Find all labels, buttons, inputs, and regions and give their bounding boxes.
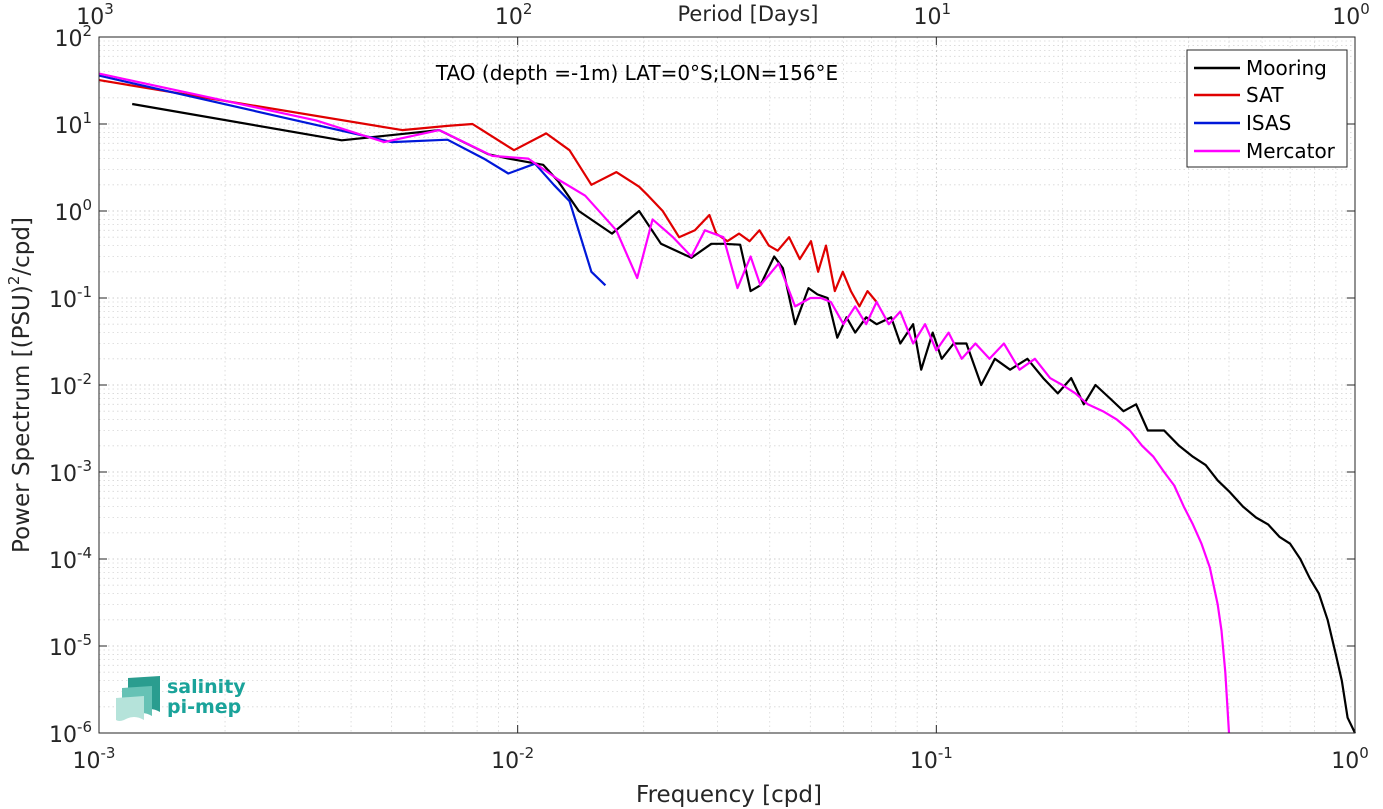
y-tick-label-base: 10 bbox=[49, 549, 77, 574]
y-tick-label-exp: -5 bbox=[77, 631, 92, 649]
y-axis-label-main: Power Spectrum [(PSU) bbox=[9, 285, 35, 553]
series-line-mooring bbox=[132, 102, 1356, 734]
y-tick-label: 10-3 bbox=[49, 457, 92, 487]
y-tick-label-base: 10 bbox=[49, 462, 77, 487]
top-axis-label: Period [Days] bbox=[678, 2, 819, 26]
x-tick-label-base: 10 bbox=[910, 749, 938, 774]
x-tick-label-base: 10 bbox=[1331, 749, 1359, 774]
x-tick-label: 10-3 bbox=[73, 744, 116, 774]
top-tick-label-exp: 1 bbox=[942, 0, 952, 18]
y-tick-label-base: 10 bbox=[49, 636, 77, 661]
y-tick-label: 102 bbox=[54, 22, 92, 52]
x-axis-label: Frequency [cpd] bbox=[636, 782, 822, 808]
y-tick-label-exp: -4 bbox=[77, 544, 92, 562]
y-tick-label: 100 bbox=[54, 196, 92, 226]
x-tick-label-base: 10 bbox=[73, 749, 101, 774]
top-tick-label-exp: 2 bbox=[523, 0, 533, 18]
legend-label-isas: ISAS bbox=[1246, 111, 1291, 135]
y-tick-label-base: 10 bbox=[54, 114, 82, 139]
series-line-mercator bbox=[98, 72, 1231, 734]
x-tick-label-base: 10 bbox=[491, 749, 519, 774]
legend-label-mercator: Mercator bbox=[1246, 139, 1336, 163]
series-layer bbox=[98, 72, 1356, 734]
top-tick-label-base: 10 bbox=[495, 5, 523, 30]
y-axis-label-sup: 2 bbox=[5, 276, 23, 286]
y-tick-label-exp: -2 bbox=[77, 370, 92, 388]
legend-label-mooring: Mooring bbox=[1246, 56, 1327, 80]
y-axis-label-tail: /cpd] bbox=[9, 217, 35, 276]
top-tick-label-base: 10 bbox=[914, 5, 942, 30]
y-tick-label-base: 10 bbox=[49, 723, 77, 748]
legend-box bbox=[1186, 49, 1348, 168]
series-line-sat bbox=[98, 79, 878, 308]
logo-text-line2: pi-mep bbox=[167, 696, 241, 718]
top-tick-label: 102 bbox=[495, 0, 533, 30]
y-tick-label-base: 10 bbox=[49, 288, 77, 313]
top-tick-label-exp: 0 bbox=[1360, 0, 1370, 18]
plot-background bbox=[99, 37, 1355, 733]
y-tick-label-base: 10 bbox=[54, 27, 82, 52]
y-tick-label-base: 10 bbox=[49, 375, 77, 400]
y-tick-label: 101 bbox=[54, 109, 92, 139]
logo-text-line1: salinity bbox=[167, 676, 246, 698]
x-tick-label: 10-2 bbox=[491, 744, 534, 774]
y-tick-label: 10-5 bbox=[49, 631, 92, 661]
top-tick-label-exp: 3 bbox=[104, 0, 114, 18]
y-tick-label-exp: 1 bbox=[82, 109, 92, 127]
y-tick-label-exp: -1 bbox=[77, 283, 92, 301]
x-tick-label-exp: -2 bbox=[519, 744, 534, 762]
series-line-isas bbox=[98, 74, 607, 287]
top-tick-label: 100 bbox=[1332, 0, 1370, 30]
y-tick-label-exp: 0 bbox=[82, 196, 92, 214]
x-tick-label-exp: -1 bbox=[938, 744, 953, 762]
y-tick-label-exp: -3 bbox=[77, 457, 92, 475]
y-axis-label: Power Spectrum [(PSU)2/cpd] bbox=[5, 217, 35, 553]
legend: Mooring SAT ISAS Mercator bbox=[1186, 49, 1348, 168]
y-tick-label-exp: 2 bbox=[82, 22, 92, 40]
logo-wave-front bbox=[116, 696, 144, 721]
x-tick-label-exp: 0 bbox=[1359, 744, 1369, 762]
top-tick-label-base: 10 bbox=[1332, 5, 1360, 30]
y-tick-label: 10-6 bbox=[49, 718, 92, 748]
legend-label-sat: SAT bbox=[1246, 83, 1284, 107]
y-tick-label: 10-1 bbox=[49, 283, 92, 313]
y-tick-label: 10-2 bbox=[49, 370, 92, 400]
x-tick-label: 100 bbox=[1331, 744, 1369, 774]
top-tick-label-base: 10 bbox=[76, 5, 104, 30]
y-tick-label-exp: -6 bbox=[77, 718, 92, 736]
top-tick-label: 101 bbox=[914, 0, 952, 30]
top-tick-label: 103 bbox=[76, 0, 114, 30]
x-tick-label: 10-1 bbox=[910, 744, 953, 774]
chart-title: TAO (depth =-1m) LAT=0°S;LON=156°E bbox=[435, 61, 838, 85]
x-tick-label-exp: -3 bbox=[101, 744, 116, 762]
salinity-pimep-logo: salinity pi-mep bbox=[116, 676, 246, 721]
y-tick-label: 10-4 bbox=[49, 544, 92, 574]
y-tick-label-base: 10 bbox=[54, 201, 82, 226]
